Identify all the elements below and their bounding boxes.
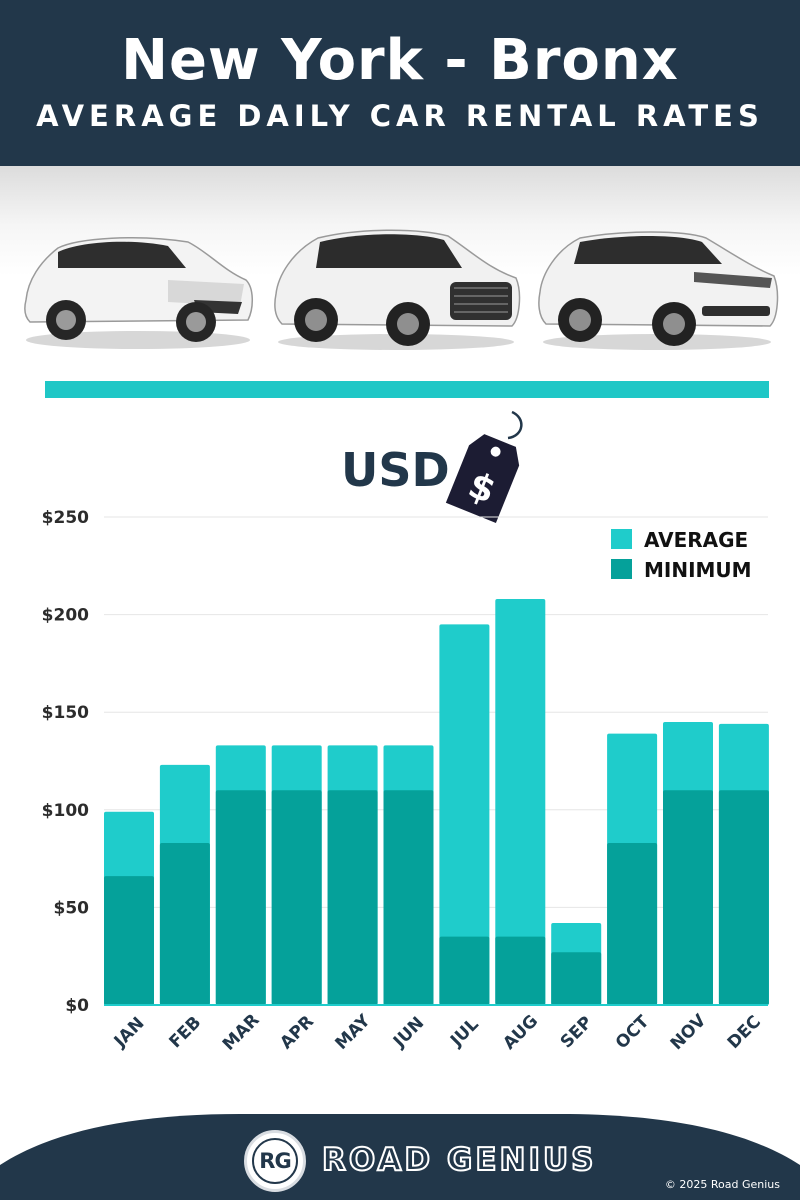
section-divider: [45, 381, 769, 398]
bar-average-aug: [495, 598, 546, 1005]
y-tick-label: $250: [42, 508, 89, 528]
x-tick-label: APR: [276, 1012, 318, 1054]
x-tick-label: JAN: [110, 1013, 149, 1052]
x-tick-label: NOV: [667, 1010, 711, 1054]
legend-swatch-minimum: [611, 559, 632, 579]
legend-label-minimum: MINIMUM: [644, 558, 752, 582]
header-banner: New York - Bronx AVERAGE DAILY CAR RENTA…: [0, 0, 800, 166]
y-tick-label: $50: [54, 898, 90, 918]
brand-name: ROAD GENIUS: [321, 1141, 597, 1179]
currency-label: USD: [341, 443, 450, 497]
y-tick-label: $100: [42, 801, 89, 821]
bar-minimum-may: [327, 790, 378, 1005]
bar-minimum-jul: [439, 936, 490, 1005]
bar-minimum-jan: [104, 876, 154, 1005]
bar-minimum-apr: [271, 790, 322, 1005]
bar-minimum-sep: [551, 952, 602, 1005]
road-genius-logo: RG: [244, 1130, 306, 1192]
x-tick-label: MAR: [219, 1010, 264, 1055]
bar-minimum-dec: [718, 790, 769, 1005]
price-tag-icon: $: [445, 410, 523, 523]
bar-minimum-aug: [495, 936, 546, 1005]
y-tick-label: $0: [65, 996, 89, 1016]
bar-minimum-feb: [159, 842, 210, 1005]
luxury-suv-car-image: [538, 231, 779, 350]
legend-swatch-average: [611, 529, 632, 549]
footer-banner: [0, 1114, 800, 1200]
x-tick-label: FEB: [165, 1013, 205, 1053]
x-tick-label: JUL: [446, 1014, 483, 1051]
rental-rate-chart: $0 $50 $100 $150 $200 $250 JAN FEB MAR APR MAY JUN J…: [42, 508, 769, 1055]
x-tick-label: JUN: [389, 1013, 428, 1052]
y-tick-label: $200: [42, 606, 89, 626]
hatchback-car-image: [24, 237, 253, 349]
copyright-text: © 2025 Road Genius: [664, 1178, 780, 1191]
x-tick-label: MAY: [332, 1010, 375, 1053]
legend-label-average: AVERAGE: [644, 528, 748, 552]
suv-car-image: [274, 229, 521, 350]
bar-minimum-oct: [607, 842, 658, 1005]
page-subtitle: AVERAGE DAILY CAR RENTAL RATES: [36, 99, 764, 133]
page-title: New York - Bronx: [121, 28, 679, 93]
bar-minimum-mar: [215, 790, 266, 1005]
x-tick-label: SEP: [557, 1013, 597, 1053]
x-tick-label: DEC: [724, 1012, 765, 1053]
chart-legend: AVERAGE MINIMUM: [611, 528, 752, 582]
y-tick-label: $150: [42, 703, 89, 723]
bar-minimum-jun: [383, 790, 434, 1005]
x-tick-label: OCT: [612, 1011, 654, 1053]
logo-text: RG: [252, 1138, 298, 1184]
chart-bars: [104, 598, 769, 1005]
bar-average-jul: [439, 624, 490, 1005]
bar-minimum-nov: [663, 790, 713, 1005]
x-tick-label: AUG: [499, 1011, 542, 1054]
